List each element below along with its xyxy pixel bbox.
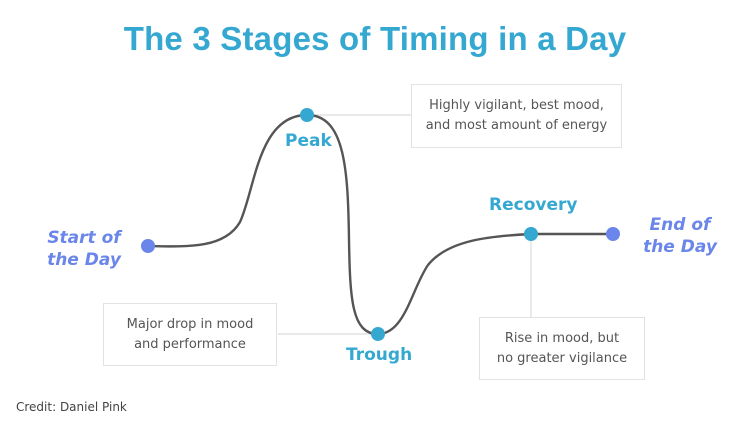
trough-label: Trough <box>346 345 413 365</box>
recovery-note-line2: no greater vigilance <box>496 350 628 366</box>
peak-label: Peak <box>285 131 332 151</box>
recovery-callout: Rise in mood, but no greater vigilance <box>479 317 645 380</box>
energy-curve <box>146 113 615 336</box>
peak-note-line2: and most amount of energy <box>425 118 608 133</box>
recovery-label: Recovery <box>489 195 578 215</box>
end-label-line1: End of <box>649 215 711 235</box>
peak-note-line1: Highly vigilant, best mood, <box>429 98 604 113</box>
start-label-line2: the Day <box>47 250 121 270</box>
diagram-title: The 3 Stages of Timing in a Day <box>123 20 627 57</box>
trough-callout: Major drop in mood and performance <box>103 303 277 366</box>
start-dot <box>141 239 155 253</box>
credit-text: Credit: Daniel Pink <box>16 400 127 414</box>
recovery-dot <box>524 227 538 241</box>
start-of-day-label: Start of the Day <box>44 227 124 271</box>
peak-dot <box>300 108 314 122</box>
trough-dot <box>371 327 385 341</box>
recovery-note-line1: Rise in mood, but <box>504 330 620 346</box>
end-label-line2: the Day <box>643 237 717 257</box>
peak-callout: Highly vigilant, best mood, and most amo… <box>411 84 622 148</box>
trough-note-line1: Major drop in mood <box>126 316 254 332</box>
trough-note-line2: and performance <box>134 336 246 352</box>
end-of-day-label: End of the Day <box>640 214 720 258</box>
start-label-line1: Start of <box>47 228 121 248</box>
end-dot <box>606 227 620 241</box>
